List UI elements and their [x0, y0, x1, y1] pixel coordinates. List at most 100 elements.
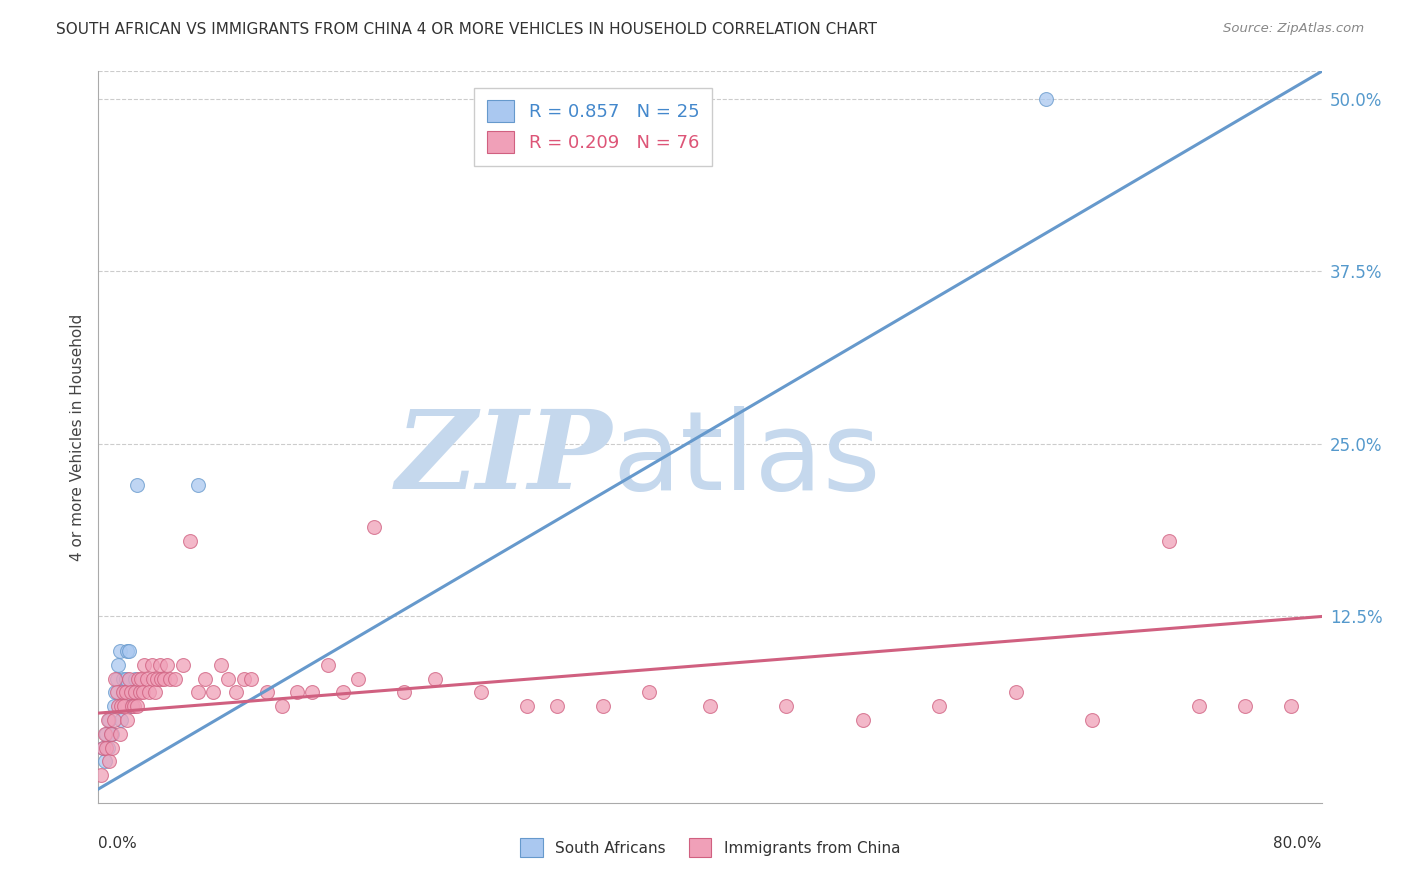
Point	[110, 699, 132, 714]
Point	[347, 672, 370, 686]
Point	[138, 685, 160, 699]
Point	[143, 685, 166, 699]
Point	[118, 644, 141, 658]
Point	[149, 657, 172, 672]
Point	[1081, 713, 1104, 727]
Point	[115, 672, 138, 686]
Point	[637, 685, 661, 699]
Point	[115, 685, 138, 699]
Point	[117, 713, 139, 727]
Point	[97, 713, 120, 727]
Point	[1188, 699, 1211, 714]
Point	[592, 699, 614, 714]
Point	[270, 699, 292, 714]
Point	[105, 685, 128, 699]
Point	[111, 685, 134, 699]
Point	[98, 713, 121, 727]
Point	[1004, 685, 1026, 699]
Point	[232, 672, 254, 686]
Point	[132, 685, 155, 699]
Point	[316, 657, 339, 672]
Point	[1234, 699, 1257, 714]
Point	[225, 685, 247, 699]
Point	[118, 672, 141, 686]
Point	[136, 672, 159, 686]
Point	[285, 685, 308, 699]
Point	[91, 740, 114, 755]
Point	[156, 657, 179, 672]
Point	[128, 685, 150, 699]
Point	[104, 672, 127, 686]
Point	[93, 755, 115, 769]
Point	[101, 740, 124, 755]
Point	[107, 699, 129, 714]
Point	[179, 533, 201, 548]
Point	[129, 672, 152, 686]
Point	[124, 672, 146, 686]
Point	[90, 768, 112, 782]
Point	[153, 672, 176, 686]
Point	[1279, 699, 1302, 714]
Point	[108, 727, 131, 741]
Point	[775, 699, 797, 714]
Point	[94, 740, 117, 755]
Point	[103, 699, 125, 714]
Point	[172, 657, 194, 672]
Point	[122, 685, 145, 699]
Point	[187, 685, 209, 699]
Point	[100, 727, 122, 741]
Text: Source: ZipAtlas.com: Source: ZipAtlas.com	[1223, 22, 1364, 36]
Text: SOUTH AFRICAN VS IMMIGRANTS FROM CHINA 4 OR MORE VEHICLES IN HOUSEHOLD CORRELATI: SOUTH AFRICAN VS IMMIGRANTS FROM CHINA 4…	[56, 22, 877, 37]
Point	[202, 685, 225, 699]
Point	[194, 672, 217, 686]
Point	[852, 713, 875, 727]
Point	[127, 672, 149, 686]
Point	[470, 685, 492, 699]
Point	[217, 672, 239, 686]
Point	[363, 520, 385, 534]
Point	[134, 657, 156, 672]
Point	[107, 657, 129, 672]
Point	[1035, 92, 1057, 106]
Point	[103, 713, 125, 727]
Point	[120, 685, 142, 699]
Point	[112, 685, 135, 699]
Point	[105, 672, 128, 686]
Text: 0.0%: 0.0%	[98, 836, 138, 851]
Point	[117, 644, 139, 658]
Point	[150, 672, 173, 686]
Point	[928, 699, 950, 714]
Point	[141, 657, 163, 672]
Point	[423, 672, 446, 686]
Point	[546, 699, 568, 714]
Point	[125, 478, 148, 492]
Text: atlas: atlas	[612, 406, 880, 513]
Text: 80.0%: 80.0%	[1274, 836, 1322, 851]
Point	[332, 685, 354, 699]
Point	[101, 727, 124, 741]
Point	[240, 672, 263, 686]
Point	[1157, 533, 1180, 548]
Point	[187, 478, 209, 492]
Point	[163, 672, 186, 686]
Point	[516, 699, 538, 714]
Point	[159, 672, 181, 686]
Point	[98, 755, 121, 769]
Point	[124, 685, 146, 699]
Point	[120, 699, 142, 714]
Point	[111, 672, 134, 686]
Point	[100, 727, 122, 741]
Point	[145, 672, 167, 686]
Point	[112, 699, 135, 714]
Point	[91, 740, 114, 755]
Point	[392, 685, 416, 699]
Point	[122, 699, 145, 714]
Point	[209, 657, 232, 672]
Point	[256, 685, 278, 699]
Point	[142, 672, 165, 686]
Y-axis label: 4 or more Vehicles in Household: 4 or more Vehicles in Household	[69, 313, 84, 561]
Point	[108, 644, 131, 658]
Point	[125, 699, 148, 714]
Point	[301, 685, 323, 699]
Point	[121, 699, 143, 714]
